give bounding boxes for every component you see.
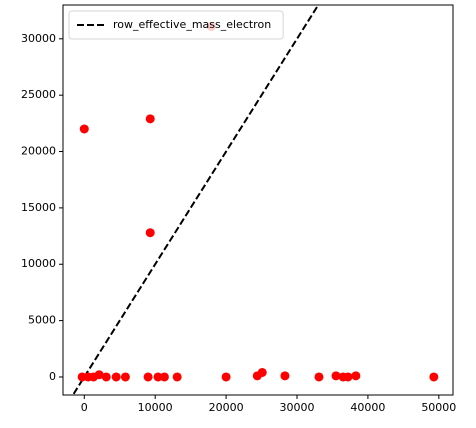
point [257, 367, 267, 377]
y-tick-label: 20000 [21, 145, 56, 158]
point [145, 228, 155, 238]
x-tick-label: 30000 [280, 401, 315, 414]
x-tick-label: 20000 [209, 401, 244, 414]
y-tick-label: 0 [49, 370, 56, 383]
point [280, 371, 290, 381]
point [94, 370, 104, 380]
y-tick-label: 25000 [21, 88, 56, 101]
point [331, 371, 341, 381]
point [221, 372, 231, 382]
x-tick-label: 40000 [350, 401, 385, 414]
point [153, 372, 163, 382]
y-tick-label: 5000 [28, 314, 56, 327]
y-tick-label: 30000 [21, 32, 56, 45]
point [145, 114, 155, 124]
x-tick-label: 50000 [421, 401, 456, 414]
y-tick-label: 15000 [21, 201, 56, 214]
point [79, 124, 89, 134]
point [101, 372, 111, 382]
plot-area [71, 5, 439, 395]
legend-label: row_effective_mass_electron [113, 18, 271, 31]
point [159, 372, 169, 382]
point [429, 372, 439, 382]
point [143, 372, 153, 382]
legend: row_effective_mass_electron [68, 10, 284, 40]
y-tick-label: 10000 [21, 257, 56, 270]
point [351, 371, 361, 381]
point [343, 372, 353, 382]
legend-box [68, 10, 284, 40]
x-tick-label: 10000 [138, 401, 173, 414]
point [111, 372, 121, 382]
point [314, 372, 324, 382]
x-tick-label: 0 [81, 401, 88, 414]
point [172, 372, 182, 382]
axes-frame [62, 4, 454, 396]
reference-line [71, 5, 320, 395]
point [120, 372, 130, 382]
